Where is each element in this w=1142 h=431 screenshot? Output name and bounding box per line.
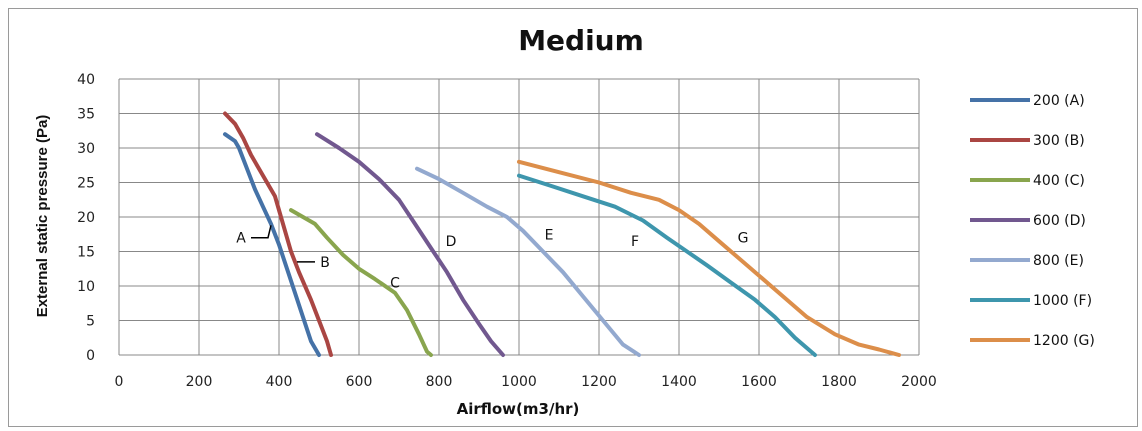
x-tick-label: 1800 — [821, 374, 857, 390]
legend-label: 200 (A) — [1033, 93, 1085, 109]
y-tick-label: 40 — [77, 72, 95, 88]
x-tick-label: 1600 — [741, 374, 777, 390]
curve-annotations: A B C D E F G — [236, 225, 749, 292]
y-tick-label: 0 — [86, 348, 95, 364]
series-lines — [223, 111, 901, 357]
x-axis-title: Airflow(m3/hr) — [457, 400, 580, 418]
legend-label: 600 (D) — [1033, 213, 1086, 229]
x-tick-label: 400 — [266, 374, 293, 390]
annotation-label: A — [236, 231, 246, 247]
legend-label: 1000 (F) — [1033, 293, 1092, 309]
y-tick-label: 10 — [77, 279, 95, 295]
x-tick-label: 800 — [426, 374, 453, 390]
x-tick-label: 200 — [186, 374, 213, 390]
series-line-0 — [223, 132, 321, 357]
legend-label: 800 (E) — [1033, 253, 1084, 269]
y-tick-labels: 0 5 10 15 20 25 30 35 40 — [77, 72, 95, 364]
gridlines — [118, 78, 920, 356]
x-tick-label: 2000 — [901, 374, 937, 390]
x-tick-label: 1200 — [581, 374, 617, 390]
series-line-1 — [223, 111, 333, 357]
legend-label: 1200 (G) — [1033, 333, 1095, 349]
chart-title: Medium — [518, 24, 644, 57]
y-tick-label: 35 — [77, 107, 95, 123]
y-axis-title: External static pressure (Pa) — [34, 115, 51, 318]
annotation-label: F — [631, 234, 639, 250]
annotation-leader — [251, 225, 272, 239]
annotation-label: C — [390, 276, 400, 292]
series-line-3 — [315, 132, 505, 357]
annotation-label: B — [320, 255, 330, 271]
y-tick-label: 15 — [77, 245, 95, 261]
legend-label: 300 (B) — [1033, 133, 1085, 149]
annotation-label: G — [738, 231, 749, 247]
x-tick-label: 1400 — [661, 374, 697, 390]
y-tick-label: 25 — [77, 176, 95, 192]
y-tick-label: 20 — [77, 210, 95, 226]
y-tick-label: 5 — [86, 314, 95, 330]
x-tick-label: 1000 — [501, 374, 537, 390]
series-line-5 — [517, 173, 817, 357]
x-tick-labels: 0 200 400 600 800 1000 1200 1400 1600 1800 2000 — [115, 374, 937, 390]
series-line-4 — [415, 166, 641, 357]
x-tick-label: 600 — [346, 374, 373, 390]
legend-label: 400 (C) — [1033, 173, 1085, 189]
series-line-6 — [517, 159, 901, 357]
series-line-2 — [289, 208, 433, 357]
annotation-label: E — [545, 227, 554, 243]
legend: 200 (A) 300 (B) 400 (C) 600 (D) 800 (E) 1000 … — [970, 93, 1095, 349]
y-tick-label: 30 — [77, 141, 95, 157]
x-tick-label: 0 — [115, 374, 124, 390]
annotation-label: D — [446, 234, 457, 250]
